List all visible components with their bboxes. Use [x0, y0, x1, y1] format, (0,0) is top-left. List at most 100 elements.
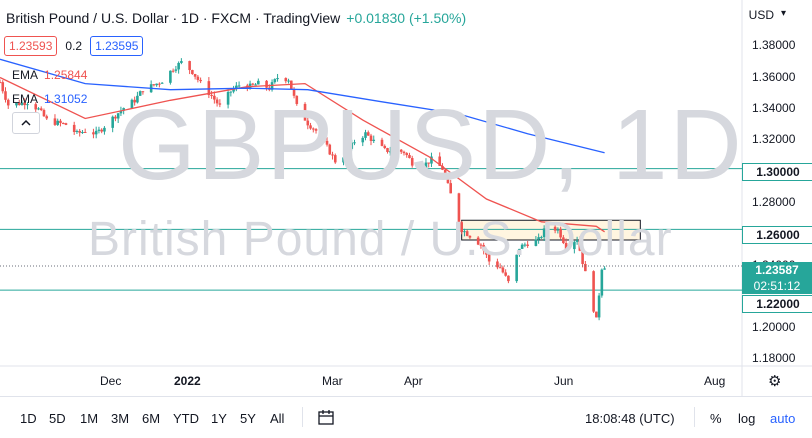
candle-body: [559, 228, 562, 238]
ema-fast-label: EMA: [12, 68, 39, 82]
range-all[interactable]: All: [270, 411, 285, 426]
price-chart[interactable]: [0, 0, 812, 396]
buy-button[interactable]: 1.23595: [90, 36, 144, 56]
ema-fast-value: 1.25844: [44, 68, 88, 82]
candle-body: [215, 99, 219, 104]
range-ytd[interactable]: YTD: [173, 411, 199, 426]
candle-body: [600, 269, 604, 296]
candle-body: [485, 250, 488, 255]
range-3m[interactable]: 3M: [111, 411, 130, 426]
candle-body: [391, 149, 395, 152]
symbol-header[interactable]: British Pound / U.S. Dollar · 1D · FXCM …: [6, 8, 466, 28]
price-tick: 1.20000: [752, 320, 796, 334]
level-label-130[interactable]: 1.30000: [742, 163, 812, 181]
candle-body: [235, 85, 238, 89]
utc-clock[interactable]: 18:08:48 (UTC): [585, 411, 675, 426]
level-label-122[interactable]: 1.22000: [742, 295, 812, 313]
candle-body: [1, 82, 5, 92]
range-5y[interactable]: 5Y: [240, 411, 256, 426]
candle-body: [350, 142, 354, 149]
candle-body: [487, 254, 491, 262]
candle-body: [83, 131, 87, 133]
candle-body: [364, 132, 367, 138]
candle-body: [284, 78, 288, 82]
range-1d[interactable]: 1D: [20, 411, 37, 426]
divider: [694, 407, 695, 427]
ema-fast-legend[interactable]: EMA 1.25844: [12, 68, 87, 82]
candle-body: [59, 120, 62, 123]
time-tick: 2022: [174, 374, 201, 388]
symbol-title[interactable]: British Pound / U.S. Dollar · 1D · FXCM …: [6, 10, 341, 26]
candle-body: [138, 91, 142, 96]
candle-body: [213, 95, 216, 100]
gear-icon[interactable]: ⚙: [768, 373, 782, 390]
candle-body: [479, 244, 483, 246]
candle-body: [515, 254, 518, 282]
ema-fast-line: [0, 76, 605, 233]
bar-countdown: 02:51:12: [753, 279, 801, 293]
candle-body: [427, 162, 431, 164]
candle-body: [520, 244, 524, 249]
chevron-down-icon[interactable]: ▾: [780, 8, 786, 19]
candle-body: [443, 169, 447, 177]
last-price-value: 1.23587: [755, 263, 799, 277]
candle-body: [81, 131, 84, 133]
candle-body: [53, 118, 57, 125]
sell-button[interactable]: 1.23593: [4, 36, 58, 56]
candle-body: [155, 83, 158, 86]
candle-body: [344, 151, 348, 158]
candle-body: [177, 62, 180, 70]
candle-body: [100, 129, 103, 132]
candle-body: [116, 113, 120, 119]
candle-body: [229, 91, 233, 93]
range-1m[interactable]: 1M: [80, 411, 99, 426]
candle-body: [578, 240, 582, 251]
candle-body: [562, 237, 565, 243]
candle-body: [273, 79, 277, 83]
candle-body: [410, 158, 414, 166]
candle-body: [597, 295, 601, 318]
range-1y[interactable]: 1Y: [211, 411, 227, 426]
candle-body: [380, 139, 384, 146]
candle-body: [237, 85, 241, 87]
legend-collapse-button[interactable]: [12, 112, 40, 134]
log-toggle[interactable]: log: [738, 411, 756, 426]
candle-body: [366, 132, 370, 136]
candle-body: [441, 165, 444, 170]
candle-body: [169, 70, 172, 83]
candle-body: [56, 120, 60, 125]
candle-body: [122, 108, 125, 111]
candle-body: [136, 95, 139, 103]
candle-body: [218, 103, 222, 105]
time-tick: Mar: [322, 374, 343, 388]
candle-body: [180, 61, 183, 63]
price-tick: 1.36000: [752, 70, 796, 84]
candle-body: [193, 74, 197, 77]
calendar-icon[interactable]: [318, 409, 334, 425]
candle-body: [97, 129, 101, 131]
level-label-126[interactable]: 1.26000: [742, 226, 812, 244]
candle-body: [6, 99, 10, 106]
candle-body: [174, 69, 178, 71]
auto-toggle[interactable]: auto: [770, 411, 796, 426]
candle-body: [119, 110, 123, 114]
candle-body: [540, 237, 543, 239]
candle-body: [424, 162, 428, 169]
price-tick: 1.34000: [752, 101, 796, 115]
price-tick: 1.32000: [752, 132, 796, 146]
candle-body: [465, 231, 469, 236]
candle-body: [251, 83, 255, 85]
currency-selector[interactable]: USD: [748, 8, 774, 22]
candle-body: [534, 239, 538, 246]
percent-toggle[interactable]: %: [710, 411, 722, 426]
candle-body: [75, 130, 79, 132]
range-5d[interactable]: 5D: [49, 411, 66, 426]
ema-slow-legend[interactable]: EMA 1.31052: [12, 92, 87, 106]
range-6m[interactable]: 6M: [142, 411, 161, 426]
spread-value: 0.2: [65, 39, 83, 53]
candle-body: [331, 154, 334, 156]
candle-body: [526, 244, 529, 246]
candle-body: [254, 84, 257, 86]
candle-body: [94, 130, 98, 135]
candle-body: [468, 235, 472, 238]
